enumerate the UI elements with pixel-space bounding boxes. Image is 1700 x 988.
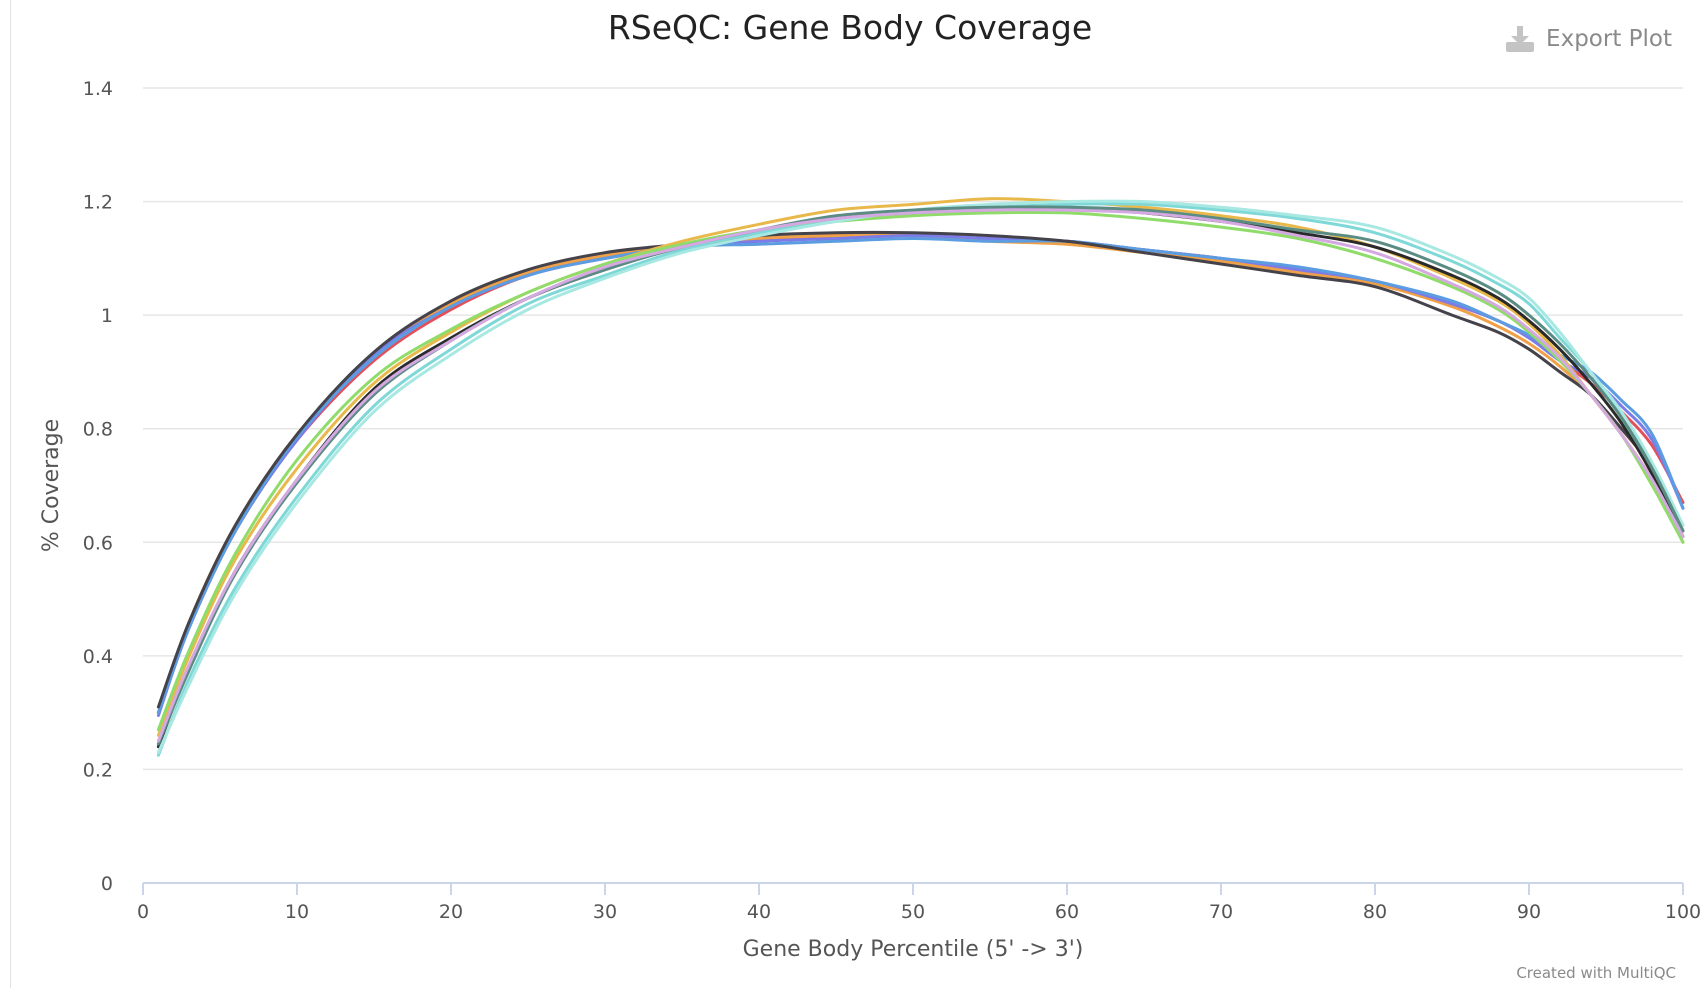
y-axis-title: % Coverage [39, 419, 64, 552]
axes: 0 0.2 0.4 0.6 0.8 1 1.2 1.4 0 10 20 30 40 50 60 70 80 90 1… [83, 78, 1700, 923]
series-line[interactable] [156, 199, 1685, 754]
x-tick-label: 100 [1665, 901, 1700, 923]
download-icon [1506, 26, 1535, 52]
y-tick-label: 0.2 [83, 759, 113, 781]
x-axis-title: Gene Body Percentile (5' -> 3') [743, 937, 1084, 962]
series-line[interactable] [156, 205, 1685, 746]
multiqc-credit: Created with MultiQC [1516, 964, 1676, 982]
x-tick-label: 50 [901, 901, 925, 923]
series-line[interactable] [156, 237, 1685, 715]
series-lines [156, 197, 1685, 757]
chart-title: RSeQC: Gene Body Coverage [607, 8, 1093, 47]
grid-lines [143, 87, 1683, 771]
series-line[interactable] [156, 210, 1685, 732]
series-line[interactable] [156, 233, 1685, 715]
x-tick-label: 10 [285, 901, 309, 923]
export-plot-label: Export Plot [1546, 26, 1672, 52]
left-border [10, 0, 11, 988]
y-tick-label: 0.6 [83, 532, 113, 554]
x-tick-label: 30 [593, 901, 617, 923]
x-tick-label: 80 [1363, 901, 1387, 923]
x-tick-label: 60 [1055, 901, 1079, 923]
y-tick-label: 0.4 [83, 646, 113, 668]
x-tick-label: 90 [1517, 901, 1541, 923]
series-line[interactable] [156, 230, 1685, 709]
x-tick-label: 40 [747, 901, 771, 923]
y-tick-label: 0 [101, 873, 113, 895]
export-plot-button[interactable]: Export Plot [1504, 24, 1672, 54]
series-line[interactable] [156, 197, 1685, 737]
x-tick-label: 70 [1209, 901, 1233, 923]
y-tick-label: 1.2 [83, 192, 113, 214]
x-tick-label: 20 [439, 901, 463, 923]
series-line[interactable] [156, 208, 1685, 743]
y-tick-label: 1 [101, 305, 113, 327]
y-tick-label: 0.8 [83, 419, 113, 441]
y-tick-label: 1.4 [83, 78, 113, 100]
x-tick-label: 0 [137, 901, 149, 923]
